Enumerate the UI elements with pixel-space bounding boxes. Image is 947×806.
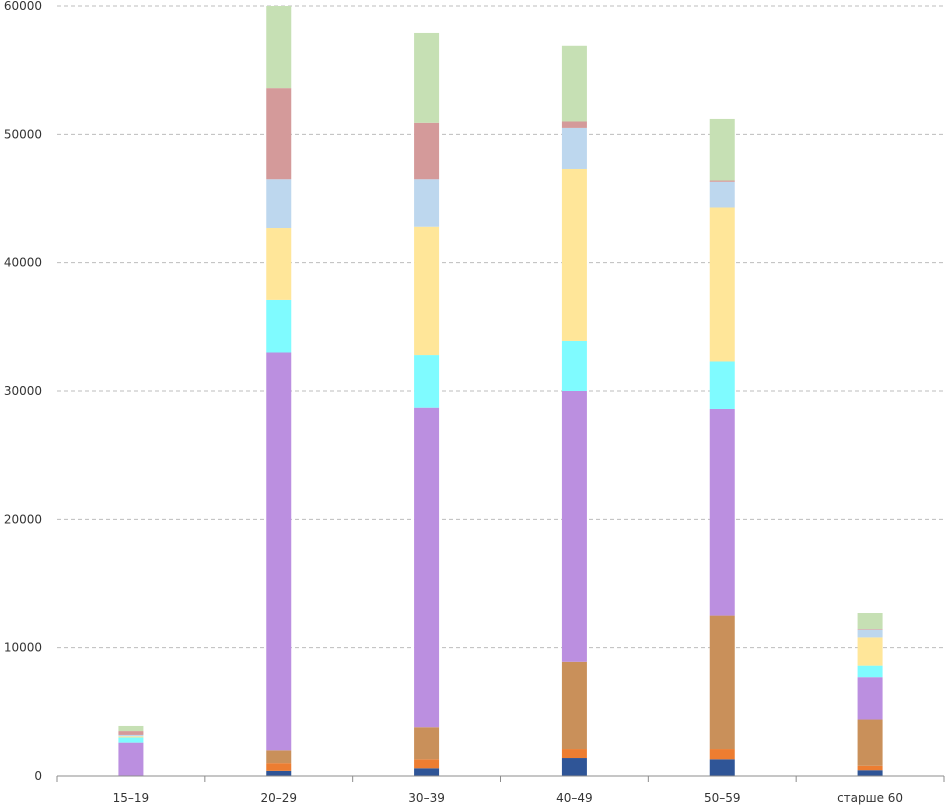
bar-segment-series-4 — [709, 408, 735, 616]
bar-segment-series-2 — [709, 749, 735, 760]
bar-segment-series-1 — [857, 770, 883, 776]
bar-stack — [266, 6, 292, 776]
bar-segment-series-8 — [118, 731, 144, 735]
y-tick-label: 10000 — [4, 641, 42, 655]
bar-segment-series-5 — [857, 665, 883, 678]
x-tick-label: 50–59 — [704, 791, 741, 805]
bar-segment-series-4 — [561, 391, 587, 662]
bar-segment-series-6 — [857, 637, 883, 666]
y-tick-label: 50000 — [4, 127, 42, 141]
bar-segment-series-8 — [266, 88, 292, 180]
x-tick-label: 15–19 — [113, 791, 150, 805]
bar-segment-series-4 — [266, 352, 292, 751]
y-tick-label: 60000 — [4, 0, 42, 13]
bar-segment-series-1 — [561, 758, 587, 776]
bar-segment-series-5 — [561, 340, 587, 391]
bar-segment-series-3 — [266, 750, 292, 764]
bar-segment-series-1 — [266, 770, 292, 776]
bar-segment-series-3 — [414, 727, 440, 760]
bar-segment-series-5 — [118, 737, 144, 743]
bar-segment-series-9 — [414, 32, 440, 123]
bar-segment-series-8 — [561, 121, 587, 128]
bar-segment-series-3 — [709, 615, 735, 750]
bar-segment-series-7 — [709, 181, 735, 208]
bar-segment-series-6 — [561, 168, 587, 341]
gridlines — [57, 5, 944, 649]
y-tick-label: 20000 — [4, 512, 42, 526]
bar-stack — [414, 32, 440, 776]
y-tick-label: 0 — [34, 769, 42, 783]
bar-segment-series-4 — [857, 677, 883, 720]
bar-segment-series-2 — [266, 763, 292, 771]
axes — [56, 775, 945, 782]
bar-stack — [118, 725, 144, 776]
bar-segment-series-5 — [709, 361, 735, 409]
bar-segment-series-4 — [414, 407, 440, 728]
bar-segment-series-6 — [414, 226, 440, 356]
bar-segment-series-1 — [709, 759, 735, 776]
bar-segment-series-3 — [857, 719, 883, 766]
bar-segment-series-1 — [414, 768, 440, 776]
x-tick-label: 40–49 — [556, 791, 593, 805]
y-tick-label: 40000 — [4, 256, 42, 270]
bar-segment-series-7 — [266, 179, 292, 229]
bar-segment-series-8 — [709, 180, 735, 182]
x-tick-label: старше 60 — [837, 791, 903, 805]
bar-segment-series-2 — [857, 765, 883, 771]
bar-segment-series-9 — [118, 725, 144, 732]
y-axis-tick-labels: 0 10000 20000 30000 40000 50000 60000 — [4, 0, 42, 783]
x-tick-label: 20–29 — [260, 791, 297, 805]
bar-segment-series-7 — [118, 734, 144, 737]
bar-segment-series-7 — [857, 629, 883, 638]
bar-segment-series-7 — [561, 127, 587, 169]
x-axis-tick-labels: 15–19 20–29 30–39 40–49 50–59 старше 60 — [113, 791, 903, 805]
bar-segment-series-9 — [857, 613, 883, 630]
y-tick-label: 30000 — [4, 384, 42, 398]
bar-segment-series-9 — [561, 45, 587, 122]
bar-segment-series-8 — [857, 629, 883, 630]
bars — [118, 6, 883, 776]
bar-segment-series-6 — [266, 228, 292, 300]
bar-stack — [857, 613, 883, 776]
bar-segment-series-2 — [561, 749, 587, 759]
bar-segment-series-3 — [561, 661, 587, 750]
bar-segment-series-2 — [414, 759, 440, 769]
bar-stack — [561, 45, 587, 776]
bar-segment-series-9 — [266, 6, 292, 89]
x-tick-label: 30–39 — [408, 791, 445, 805]
bar-segment-series-6 — [118, 736, 144, 738]
bar-segment-series-5 — [266, 299, 292, 353]
bar-segment-series-9 — [709, 118, 735, 181]
bar-stack — [709, 118, 735, 776]
bar-segment-series-7 — [414, 179, 440, 227]
bar-segment-series-8 — [414, 122, 440, 180]
bar-segment-series-5 — [414, 355, 440, 408]
bar-segment-series-4 — [118, 742, 144, 776]
bar-segment-series-6 — [709, 207, 735, 362]
